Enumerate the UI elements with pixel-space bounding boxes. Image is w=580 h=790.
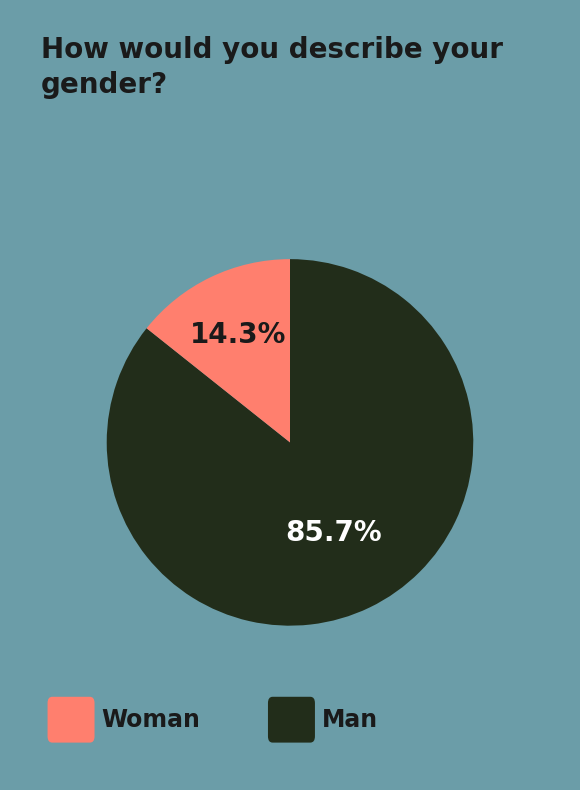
Text: Man: Man xyxy=(322,708,378,732)
Text: 85.7%: 85.7% xyxy=(285,519,382,547)
FancyBboxPatch shape xyxy=(268,697,315,743)
FancyBboxPatch shape xyxy=(48,697,95,743)
Text: How would you describe your
gender?: How would you describe your gender? xyxy=(41,36,503,100)
Wedge shape xyxy=(107,259,473,626)
Text: 14.3%: 14.3% xyxy=(190,321,287,349)
Wedge shape xyxy=(147,259,290,442)
Text: Woman: Woman xyxy=(102,708,200,732)
